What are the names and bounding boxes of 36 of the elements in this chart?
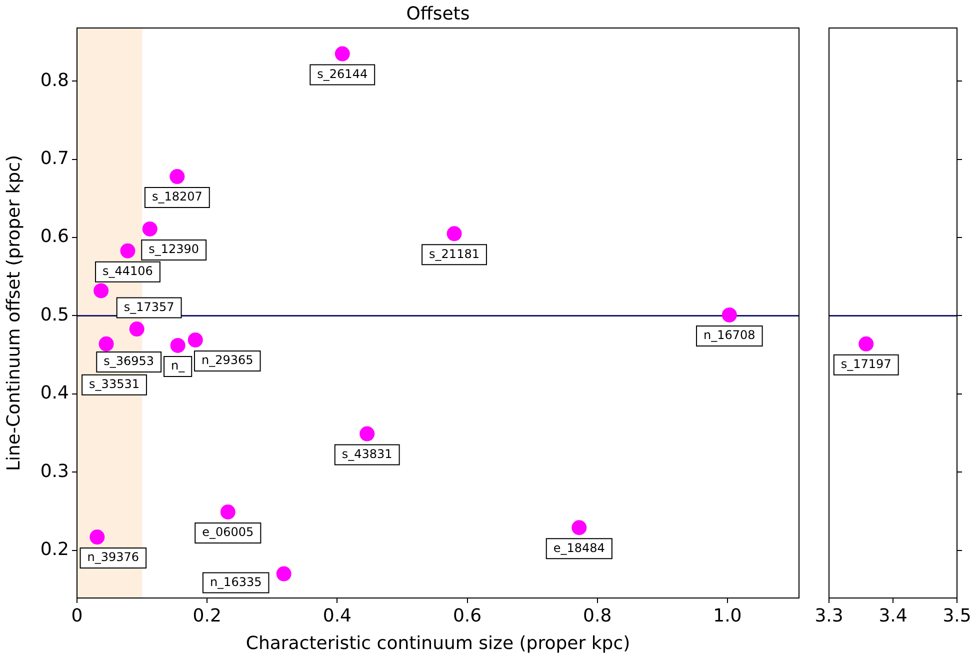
annotation: e_06005 bbox=[202, 525, 254, 540]
x-tick-label: 3.3 bbox=[814, 605, 844, 626]
annotation: s_17357 bbox=[124, 300, 174, 314]
y-tick-label: 0.7 bbox=[40, 148, 69, 170]
x-tick-label: 0 bbox=[71, 605, 83, 626]
annotation: s_33531 bbox=[89, 377, 140, 392]
annotation: s_43831 bbox=[342, 446, 392, 461]
annotation: n_ bbox=[171, 358, 186, 373]
annotation: s_21181 bbox=[429, 246, 480, 261]
y-tick-label: 0.3 bbox=[40, 460, 69, 482]
x-tick-label: 0.4 bbox=[322, 605, 352, 626]
y-tick-label: 0.6 bbox=[40, 226, 69, 248]
annotation: n_16335 bbox=[210, 574, 262, 589]
annotation: s_44106 bbox=[102, 264, 153, 278]
y-tick-label: 0.2 bbox=[40, 538, 69, 560]
chart-title: Offsets bbox=[406, 4, 470, 25]
x-axis-title: Characteristic continuum size (proper kpc) bbox=[246, 632, 630, 654]
annotation: n_29365 bbox=[201, 353, 254, 368]
y-tick-label: 0.4 bbox=[40, 382, 69, 404]
annotation: s_12390 bbox=[148, 242, 200, 256]
annotation: s_18207 bbox=[152, 190, 202, 204]
x-tick-label: 3.4 bbox=[878, 605, 908, 626]
annotation: s_26144 bbox=[317, 66, 368, 81]
y-axis-title: Line-Continuum offset (proper kpc) bbox=[3, 154, 24, 472]
x-tick-label: 0.6 bbox=[452, 605, 482, 626]
y-tick-label: 0.5 bbox=[40, 304, 69, 326]
annotation: n_16708 bbox=[704, 328, 756, 342]
annotation: s_36953 bbox=[104, 354, 154, 368]
x-tick-label: 0.2 bbox=[192, 605, 222, 626]
x-tick-label: 0.8 bbox=[583, 605, 612, 626]
y-tick-label: 0.8 bbox=[40, 70, 69, 91]
x-tick-label: 1.0 bbox=[713, 605, 742, 626]
annotation: n_39376 bbox=[87, 550, 140, 564]
annotation: e_18484 bbox=[553, 540, 605, 555]
x-tick-label: 3.5 bbox=[942, 605, 972, 626]
annotation: s_17197 bbox=[840, 357, 892, 372]
